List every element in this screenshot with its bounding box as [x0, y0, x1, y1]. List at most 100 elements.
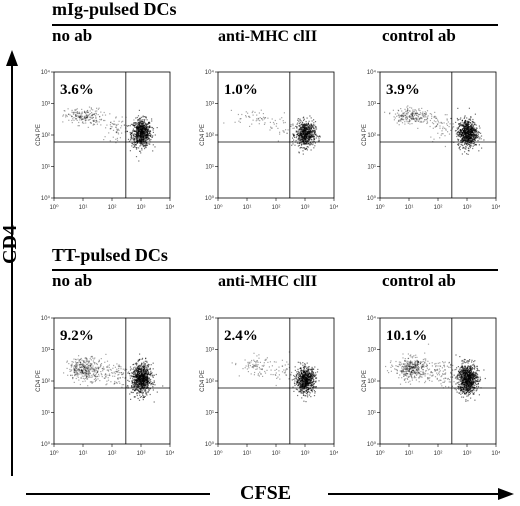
scatter-point	[71, 369, 73, 371]
scatter-point	[119, 365, 121, 367]
scatter-point	[409, 120, 411, 122]
scatter-point	[286, 361, 288, 363]
scatter-point	[146, 387, 148, 389]
scatter-point	[299, 379, 301, 381]
scatter-point	[83, 111, 86, 113]
scatter-point	[85, 361, 87, 363]
scatter-point	[143, 378, 145, 380]
scatter-point	[145, 139, 147, 141]
scatter-point	[134, 389, 136, 391]
scatter-point	[142, 133, 144, 135]
scatter-point	[76, 114, 78, 117]
scatter-point	[300, 139, 302, 141]
percent-label: 3.9%	[386, 82, 420, 98]
scatter-point	[304, 124, 306, 126]
scatter-point	[138, 368, 140, 370]
scatter-point	[457, 144, 460, 146]
scatter-point	[299, 147, 301, 149]
scatter-point	[144, 123, 146, 125]
scatter-point	[256, 355, 258, 357]
scatter-point	[304, 379, 306, 381]
scatter-point	[142, 126, 144, 128]
scatter-point	[94, 370, 96, 372]
scatter-point	[473, 139, 475, 141]
scatter-point	[406, 117, 409, 119]
scatter-point	[153, 381, 155, 383]
scatter-point	[83, 371, 85, 373]
scatter-point	[472, 133, 474, 135]
x-axis-arrow-head	[498, 488, 514, 500]
scatter-point	[144, 125, 146, 127]
scatter-point	[142, 371, 144, 373]
y-tick-label: 10¹	[41, 411, 50, 417]
scatter-point	[87, 111, 89, 114]
scatter-point	[422, 111, 424, 113]
x-tick-label: 10²	[272, 205, 281, 211]
scatter-point	[419, 113, 421, 115]
y-tick-label: 10³	[367, 102, 376, 108]
scatter-point	[112, 123, 114, 125]
scatter-point	[307, 385, 309, 387]
y-tick-label: 10¹	[41, 165, 50, 171]
scatter-point	[134, 124, 136, 126]
scatter-point	[309, 129, 311, 131]
scatter-point	[90, 122, 92, 124]
scatter-point	[86, 367, 88, 369]
scatter-point	[302, 128, 304, 130]
scatter-point	[307, 374, 309, 376]
scatter-point	[138, 130, 140, 132]
scatter-point	[100, 118, 103, 120]
scatter-point	[92, 381, 94, 383]
scatter-point	[446, 119, 448, 121]
scatter-point	[84, 120, 87, 122]
scatter-point	[255, 361, 257, 363]
scatter-point	[462, 140, 464, 142]
scatter-point	[306, 379, 309, 381]
scatter-point	[125, 125, 128, 127]
scatter-point	[305, 390, 307, 392]
scatter-point	[140, 382, 142, 384]
scatter-point	[75, 367, 77, 369]
scatter-point	[297, 381, 299, 383]
scatter-point	[415, 112, 418, 114]
scatter-point	[419, 117, 421, 120]
scatter-point	[81, 364, 84, 366]
scatter-point	[87, 111, 89, 113]
y-tick-label: 10⁴	[367, 69, 377, 76]
scatter-point	[116, 130, 118, 132]
scatter-point	[311, 371, 313, 373]
scatter-point	[148, 128, 150, 130]
scatter-point	[143, 396, 145, 398]
scatter-point	[402, 112, 404, 114]
scatter-point	[135, 123, 137, 125]
scatter-point	[142, 369, 144, 371]
scatter-point	[306, 133, 308, 136]
scatter-point	[402, 119, 404, 121]
scatter-point	[456, 127, 458, 129]
scatter-point	[104, 361, 106, 363]
scatter-point	[466, 126, 468, 128]
scatter-point	[466, 135, 468, 137]
scatter-point	[142, 138, 144, 140]
scatter-point	[308, 133, 310, 135]
scatter-point	[389, 112, 391, 114]
scatter-point	[133, 396, 135, 398]
scatter-point	[460, 134, 462, 136]
scatter-point	[313, 147, 315, 149]
scatter-point	[144, 371, 147, 373]
scatter-point	[88, 119, 90, 121]
scatter-point	[81, 363, 83, 365]
scatter-point	[275, 372, 277, 374]
scatter-point	[315, 126, 317, 128]
scatter-point	[418, 118, 420, 120]
scatter-point	[117, 377, 119, 379]
scatter-point	[75, 368, 77, 370]
scatter-point	[464, 136, 466, 138]
scatter-point	[394, 113, 397, 115]
scatter-point	[141, 128, 143, 131]
scatter-point	[96, 371, 99, 373]
scatter-point	[143, 136, 145, 138]
scatter-point	[300, 131, 302, 133]
scatter-point	[411, 112, 413, 114]
scatter-point	[309, 377, 311, 379]
